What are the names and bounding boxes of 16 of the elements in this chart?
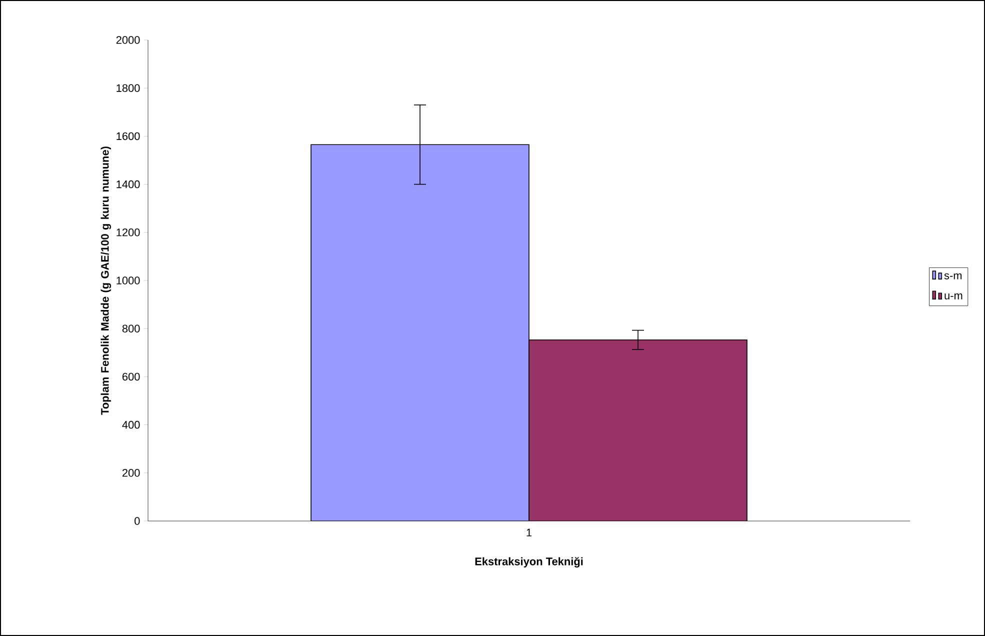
- y-tick-label: 1800: [116, 84, 140, 92]
- y-axis-title: Toplam Fenolik Madde (g GAE/100 g kuru numune): [100, 146, 112, 415]
- y-tick-label: 0: [134, 517, 140, 525]
- y-tick-label: 200: [122, 469, 140, 477]
- legend-label: s-m: [944, 273, 962, 280]
- y-tick-label: 1400: [116, 180, 140, 188]
- y-tick-label: 1000: [116, 276, 140, 284]
- y-tick-label: 400: [122, 420, 140, 429]
- y-tick-label: 600: [122, 372, 140, 381]
- y-tick-label: 800: [122, 324, 140, 332]
- legend-label: u-m: [944, 293, 962, 300]
- y-tick-label: 2000: [116, 36, 140, 44]
- y-tick-label: 1600: [116, 132, 140, 140]
- x-axis-title: Ekstraksiyon Tekniği: [475, 557, 583, 568]
- y-tick-label: 1200: [116, 228, 140, 236]
- x-tick-label: 1: [526, 528, 532, 536]
